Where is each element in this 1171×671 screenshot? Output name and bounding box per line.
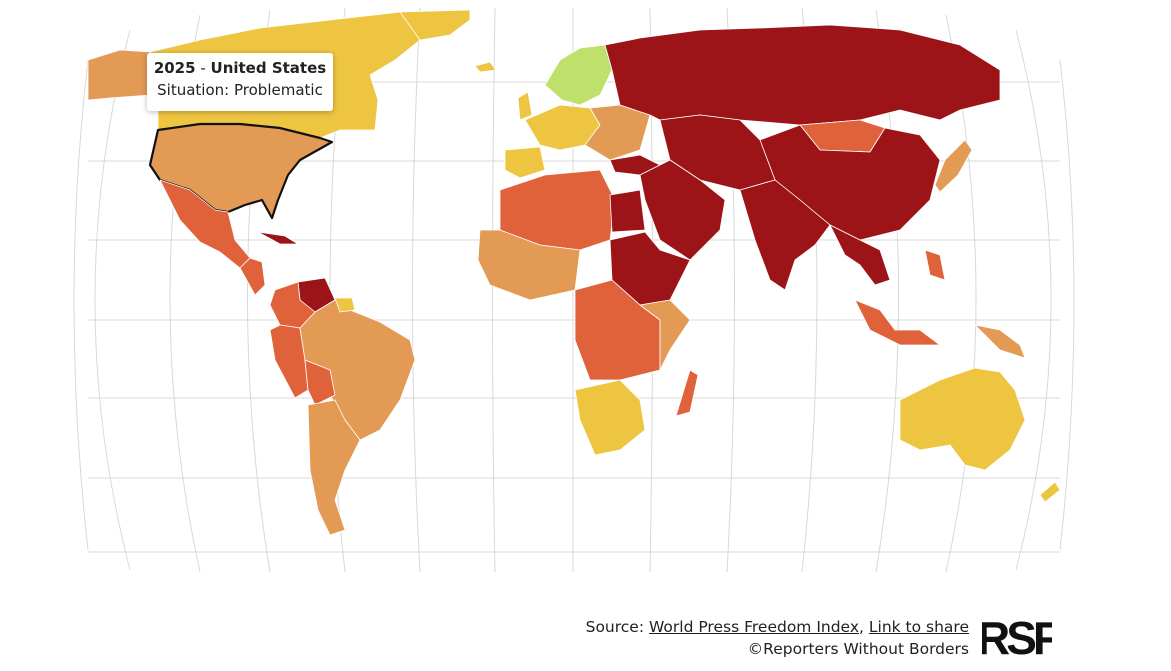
tooltip-situation-value: Problematic <box>234 81 323 99</box>
tooltip-year: 2025 <box>153 59 196 77</box>
rsf-logo-text: RSF <box>982 612 1052 660</box>
country-australia[interactable] <box>899 367 1026 471</box>
tooltip-situation-label: Situation: <box>157 81 230 99</box>
country-bolivia[interactable] <box>304 359 336 406</box>
country-east-africa[interactable] <box>639 299 691 371</box>
country-scandinavia[interactable] <box>544 44 613 106</box>
country-india[interactable] <box>739 179 831 291</box>
country-egypt[interactable] <box>609 189 646 233</box>
country-philippines[interactable] <box>924 249 946 281</box>
map-footer: Source: World Press Freedom Index, Link … <box>586 616 969 660</box>
country-southeast-asia[interactable] <box>829 224 891 286</box>
source-comma: , <box>859 618 864 636</box>
tooltip-title: 2025 - United States <box>147 59 333 77</box>
country-central-america[interactable] <box>239 257 266 296</box>
source-label: Source: <box>585 618 645 636</box>
source-line: Source: World Press Freedom Index, Link … <box>586 616 969 638</box>
country-russia[interactable] <box>604 24 1001 126</box>
country-tooltip: 2025 - United States Situation: Problema… <box>147 53 333 111</box>
country-eastern-europe[interactable] <box>584 104 651 161</box>
country-argentina[interactable] <box>307 399 361 536</box>
country-new-zealand[interactable] <box>1039 481 1061 503</box>
country-papua-new-guinea[interactable] <box>974 324 1026 359</box>
country-greenland <box>399 9 471 41</box>
country-iberia[interactable] <box>504 146 546 179</box>
tooltip-situation: Situation: Problematic <box>147 81 333 99</box>
country-guyana-suriname[interactable] <box>334 297 356 313</box>
country-cuba[interactable] <box>257 231 299 245</box>
country-uk-ireland[interactable] <box>517 91 533 121</box>
country-iceland <box>474 61 497 73</box>
country-japan[interactable] <box>934 139 973 193</box>
country-indonesia[interactable] <box>854 299 941 346</box>
copyright-text: ©Reporters Without Borders <box>747 640 969 658</box>
country-middle-east[interactable] <box>639 159 726 261</box>
source-link[interactable]: World Press Freedom Index <box>649 618 859 636</box>
tooltip-separator: - <box>195 59 211 77</box>
tooltip-country: United States <box>210 59 327 77</box>
country-madagascar[interactable] <box>675 369 699 417</box>
share-link[interactable]: Link to share <box>868 618 969 636</box>
rsf-logo[interactable]: RSF <box>982 612 1052 660</box>
country-southern-africa[interactable] <box>574 379 646 456</box>
